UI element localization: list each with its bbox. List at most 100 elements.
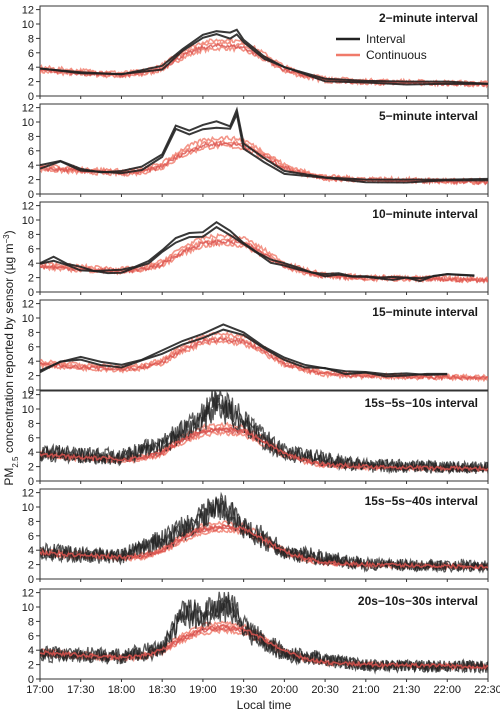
x-tick-label: 19:00	[189, 684, 217, 696]
y-tick-label: 6	[28, 531, 34, 543]
y-tick-label: 4	[28, 447, 34, 459]
panel-7: 0 2 4 6 8 10 12 20s−10s−30s interval	[22, 588, 489, 686]
x-axis: 17:00 17:30 18:00 18:30 19:00 19:30 20:00 20:30…	[26, 684, 500, 696]
y-tick-label: 10	[22, 313, 34, 325]
y-tick-label: 2	[28, 273, 34, 285]
y-tick-label: 8	[28, 327, 34, 339]
x-axis-title: Local time	[237, 698, 292, 712]
panel-title: 15s−5s−40s interval	[365, 494, 478, 508]
panel-3: 0 2 4 6 8 10 12 10−minute interval	[22, 201, 489, 299]
y-tick-label: 2	[28, 77, 34, 89]
panel-title: 10−minute interval	[372, 207, 478, 221]
panel-4: 0 2 4 6 8 10 12 15−minute interval	[22, 299, 489, 397]
y-tick-label: 6	[28, 631, 34, 643]
y-tick-label: 0	[28, 476, 34, 488]
x-tick-label: 18:30	[148, 684, 176, 696]
y-tick-label: 0	[28, 674, 34, 686]
panel-title: 2−minute interval	[379, 11, 478, 25]
x-tick-label: 21:00	[352, 684, 380, 696]
y-tick-label: 0	[28, 574, 34, 586]
y-tick-label: 2	[28, 175, 34, 187]
panel-title: 20s−10s−30s interval	[358, 594, 478, 608]
y-tick-label: 0	[28, 385, 34, 397]
panel-series	[40, 323, 488, 383]
panel-6: 0 2 4 6 8 10 12 15s−5s−40s interval	[22, 488, 489, 586]
y-tick-label: 6	[28, 433, 34, 445]
y-tick-label: 6	[28, 146, 34, 158]
y-tick-label: 12	[22, 299, 34, 311]
continuous-line	[40, 524, 488, 570]
y-tick-label: 10	[22, 404, 34, 416]
y-tick-label: 4	[28, 62, 34, 74]
y-axis-title-superscript: −3	[2, 234, 11, 244]
x-tick-label: 19:30	[230, 684, 258, 696]
continuous-line	[40, 337, 488, 382]
y-tick-label: 2	[28, 660, 34, 672]
y-tick-label: 10	[22, 502, 34, 514]
y-tick-label: 4	[28, 356, 34, 368]
y-tick-label: 10	[22, 602, 34, 614]
continuous-line	[40, 623, 488, 670]
y-tick-label: 10	[22, 19, 34, 31]
y-tick-label: 10	[22, 215, 34, 227]
x-tick-label: 18:00	[108, 684, 136, 696]
panel-series	[40, 491, 488, 574]
y-tick-label: 2	[28, 462, 34, 474]
y-tick-label: 8	[28, 131, 34, 143]
panel-series	[40, 391, 488, 475]
y-axis-title: PM2.5 concentration reported by sensor (…	[2, 230, 20, 485]
panel-title: 5−minute interval	[379, 109, 478, 123]
panel-2: 0 2 4 6 8 10 12 5−minute interval	[22, 103, 489, 201]
panel-title: 15s−5s−10s interval	[365, 396, 478, 410]
y-tick-label: 6	[28, 244, 34, 256]
legend-label: Interval	[366, 32, 405, 46]
x-tick-label: 21:30	[393, 684, 421, 696]
x-tick-label: 17:30	[67, 684, 95, 696]
panel-series	[40, 591, 488, 675]
continuous-line	[40, 426, 488, 472]
y-tick-label: 8	[28, 516, 34, 528]
y-axis-title-middle: concentration reported by sensor (µg m	[2, 243, 16, 456]
legend-label: Continuous	[366, 48, 427, 62]
panel-series	[40, 28, 488, 89]
x-tick-label: 20:00	[271, 684, 299, 696]
y-tick-label: 0	[28, 91, 34, 103]
x-tick-label: 17:00	[26, 684, 54, 696]
interval-line	[40, 328, 448, 378]
panel-series	[40, 106, 488, 186]
panel-1: 0 2 4 6 8 10 12 2−minute interval Interval Contin…	[22, 5, 489, 103]
y-tick-label: 12	[22, 488, 34, 500]
y-tick-label: 6	[28, 48, 34, 60]
panels-group: 0 2 4 6 8 10 12 2−minute interval Interval Contin…	[22, 5, 489, 686]
y-tick-label: 8	[28, 33, 34, 45]
interval-line	[40, 391, 488, 474]
y-tick-label: 12	[22, 588, 34, 600]
y-tick-label: 12	[22, 103, 34, 115]
y-tick-label: 12	[22, 201, 34, 213]
y-tick-label: 8	[28, 616, 34, 628]
y-tick-label: 4	[28, 160, 34, 172]
y-tick-label: 2	[28, 371, 34, 383]
panel-5: 0 2 4 6 8 10 12 15s−5s−10s interval	[22, 390, 489, 488]
y-tick-label: 6	[28, 342, 34, 354]
y-tick-label: 4	[28, 645, 34, 657]
y-tick-label: 0	[28, 287, 34, 299]
y-axis-title-suffix: )	[2, 230, 16, 234]
y-axis-title-subscript: 2.5	[11, 456, 20, 468]
interval-line	[40, 33, 488, 86]
legend: Interval Continuous	[336, 32, 427, 62]
y-tick-label: 0	[28, 189, 34, 201]
panel-title: 15−minute interval	[372, 305, 478, 319]
y-tick-label: 4	[28, 545, 34, 557]
y-tick-label: 8	[28, 229, 34, 241]
x-tick-label: 20:30	[311, 684, 339, 696]
interval-line	[40, 28, 488, 85]
x-tick-label: 22:00	[434, 684, 462, 696]
x-tick-label: 22:30	[474, 684, 500, 696]
y-tick-label: 10	[22, 117, 34, 129]
interval-line	[40, 323, 448, 376]
y-axis-title-prefix: PM	[2, 468, 16, 486]
y-tick-label: 8	[28, 418, 34, 430]
y-tick-label: 12	[22, 5, 34, 17]
